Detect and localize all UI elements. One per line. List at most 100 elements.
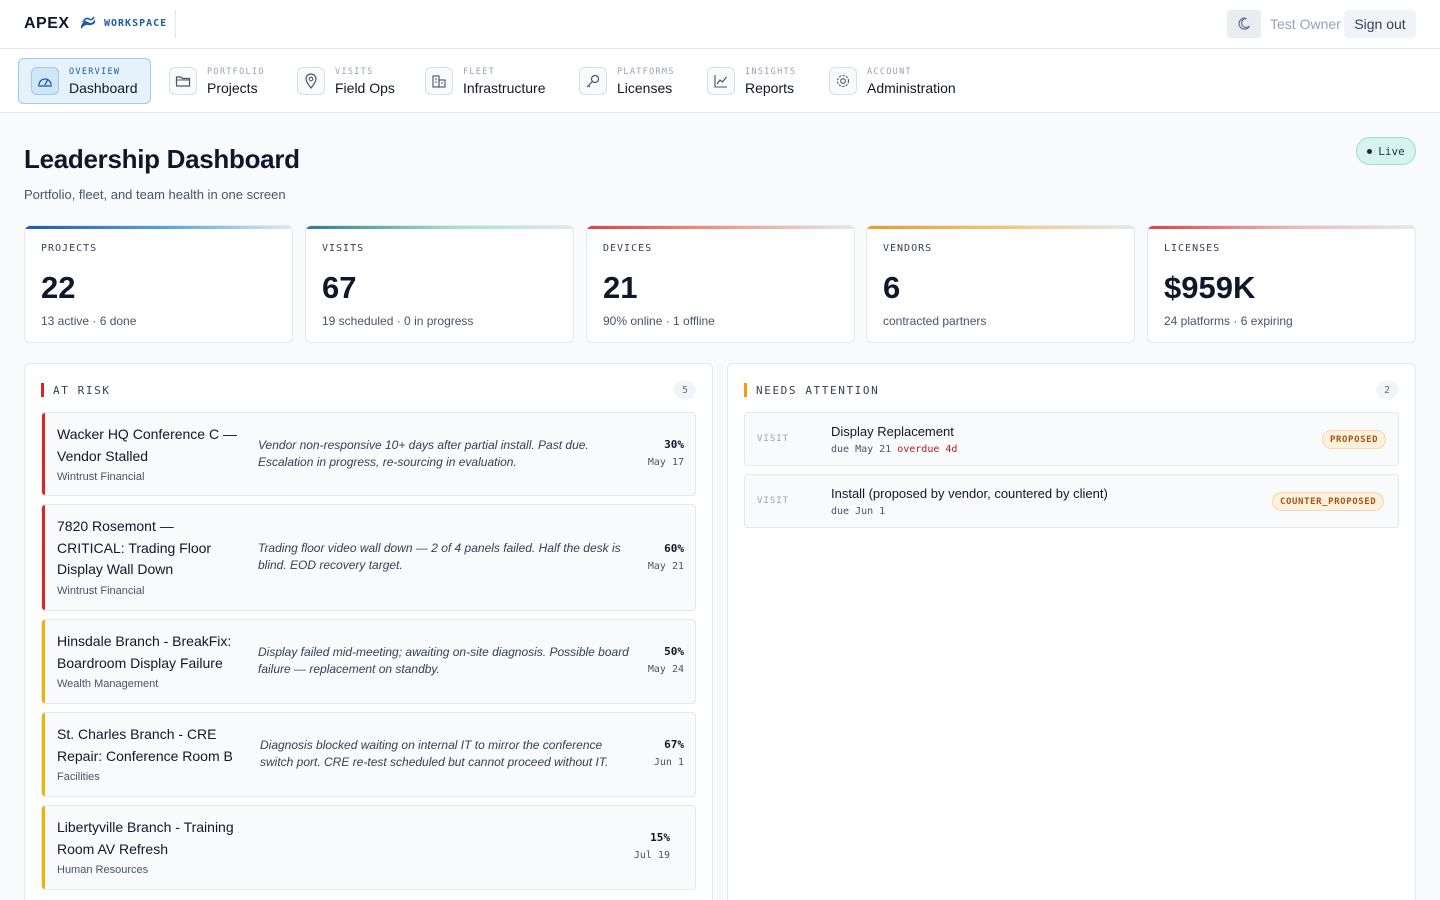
nav-item-dashboard[interactable]: OVERVIEW Dashboard: [18, 58, 151, 104]
risk-org: Facilities: [57, 771, 100, 783]
risk-org: Human Resources: [57, 864, 149, 876]
theme-toggle-button[interactable]: [1227, 10, 1261, 38]
risk-progress: 50%: [664, 645, 684, 658]
attention-kind: VISIT: [757, 434, 790, 444]
stat-label: VENDORS: [883, 243, 933, 254]
nav-item-field-ops[interactable]: VISITS Field Ops: [285, 58, 407, 104]
risk-org: Wealth Management: [57, 678, 159, 690]
nav-item-licenses[interactable]: PLATFORMS Licenses: [567, 58, 687, 104]
risk-title: St. Charles Branch - CRE Repair: Confere…: [57, 726, 233, 764]
live-status-badge: Live: [1356, 137, 1416, 165]
risk-item[interactable]: St. Charles Branch - CRE Repair: Confere…: [41, 712, 696, 797]
risk-note: Vendor non-responsive 10+ days after par…: [258, 438, 589, 469]
sign-out-button[interactable]: Sign out: [1344, 10, 1416, 38]
risk-date: May 21: [647, 561, 684, 572]
stat-card-vendors[interactable]: VENDORS 6 contracted partners: [866, 225, 1135, 343]
stat-card-licenses[interactable]: LICENSES $959K 24 platforms · 6 expiring: [1147, 225, 1416, 343]
risk-item[interactable]: Libertyville Branch - Training Room AV R…: [41, 805, 696, 890]
attention-title: Install (proposed by vendor, countered b…: [831, 486, 1108, 501]
risk-progress: 60%: [664, 542, 684, 555]
nav-item-administration[interactable]: ACCOUNT Administration: [817, 58, 968, 104]
risk-accent-bar: [42, 620, 45, 703]
risk-title: 7820 Rosemont — CRITICAL: Trading Floor …: [57, 518, 212, 577]
risk-org: Wintrust Financial: [57, 585, 145, 597]
stat-accent-bar: [867, 226, 1134, 229]
risk-title: Hinsdale Branch - BreakFix: Boardroom Di…: [57, 633, 232, 671]
gauge-icon: [31, 67, 59, 95]
stat-accent-bar: [1148, 226, 1415, 229]
brand-name[interactable]: APEX: [24, 15, 70, 32]
needs-attention-panel: NEEDS ATTENTION 2 VISIT Display Replacem…: [727, 363, 1416, 900]
at-risk-panel: AT RISK 5 Wacker HQ Conference C — Vendo…: [24, 363, 713, 900]
stat-card-visits[interactable]: VISITS 67 19 scheduled · 0 in progress: [305, 225, 574, 343]
stat-value: 6: [883, 270, 901, 305]
nav-label: Field Ops: [335, 79, 395, 96]
risk-accent-bar: [42, 713, 45, 796]
risk-note: Trading floor video wall down — 2 of 4 p…: [258, 541, 621, 572]
nav-label: Administration: [867, 79, 956, 96]
attention-item[interactable]: VISIT Install (proposed by vendor, count…: [744, 474, 1399, 528]
status-badge: PROPOSED: [1322, 430, 1387, 449]
risk-accent-bar: [42, 413, 45, 495]
nav-label: Reports: [745, 79, 795, 96]
stat-label: VISITS: [322, 243, 365, 254]
nav-label: Dashboard: [69, 79, 138, 96]
panel-count-badge: 2: [1376, 381, 1398, 399]
folder-icon: [169, 67, 197, 95]
stat-accent-bar: [306, 226, 573, 229]
attention-item[interactable]: VISIT Display Replacement due May 21 over…: [744, 412, 1399, 466]
stat-card-devices[interactable]: DEVICES 21 90% online · 1 offline: [586, 225, 855, 343]
map-pin-icon: [297, 67, 325, 95]
risk-item[interactable]: Wacker HQ Conference C — Vendor Stalled …: [41, 412, 696, 496]
nav-label: Licenses: [617, 79, 673, 96]
wave-logo-icon: [81, 16, 95, 29]
stat-value: 67: [322, 270, 357, 305]
stat-subtext: 24 platforms · 6 expiring: [1164, 314, 1293, 328]
attention-due: due Jun 1: [831, 506, 886, 517]
nav-label: Infrastructure: [463, 79, 546, 96]
live-label: Live: [1378, 144, 1405, 158]
live-dot-icon: [1367, 148, 1373, 154]
stat-value: 21: [603, 270, 638, 305]
stat-label: DEVICES: [603, 243, 653, 254]
main-nav: OVERVIEW Dashboard PORTFOLIO Projects VISI…: [0, 49, 1440, 113]
panel-title: NEEDS ATTENTION: [756, 383, 880, 397]
brand-divider: [175, 10, 176, 38]
gear-icon: [829, 67, 857, 95]
nav-kicker: PORTFOLIO: [207, 66, 265, 77]
stat-card-projects[interactable]: PROJECTS 22 13 active · 6 done: [24, 225, 293, 343]
brand-subtitle: WORKSPACE: [104, 18, 168, 29]
page-subtitle: Portfolio, fleet, and team health in one…: [24, 187, 286, 202]
risk-item[interactable]: 7820 Rosemont — CRITICAL: Trading Floor …: [41, 504, 696, 611]
risk-date: May 17: [647, 457, 684, 468]
nav-item-projects[interactable]: PORTFOLIO Projects: [157, 58, 277, 104]
risk-date: Jun 1: [653, 757, 684, 768]
panel-accent-bar: [744, 383, 747, 397]
risk-note: Diagnosis blocked waiting on internal IT…: [260, 738, 609, 769]
risk-org: Wintrust Financial: [57, 471, 145, 483]
moon-icon: [1238, 17, 1251, 30]
panel-title: AT RISK: [53, 383, 111, 397]
attention-overdue: overdue 4d: [897, 444, 958, 455]
risk-title: Wacker HQ Conference C — Vendor Stalled: [57, 426, 237, 464]
risk-item[interactable]: Hinsdale Branch - BreakFix: Boardroom Di…: [41, 619, 696, 704]
stat-value: 22: [41, 270, 76, 305]
panel-accent-bar: [41, 383, 44, 397]
stat-label: LICENSES: [1164, 243, 1221, 254]
risk-note: Display failed mid-meeting; awaiting on-…: [258, 645, 629, 676]
risk-title: Libertyville Branch - Training Room AV R…: [57, 819, 234, 857]
stat-value: $959K: [1164, 270, 1256, 305]
nav-item-reports[interactable]: INSIGHTS Reports: [695, 58, 808, 104]
attention-meta: due Jun 1: [831, 506, 885, 517]
stat-subtext: 90% online · 1 offline: [603, 314, 715, 328]
panel-header: AT RISK: [41, 382, 111, 398]
page-title: Leadership Dashboard: [24, 144, 300, 174]
stat-accent-bar: [587, 226, 854, 229]
nav-item-infrastructure[interactable]: FLEET Infrastructure: [413, 58, 557, 104]
status-badge: COUNTER_PROPOSED: [1272, 492, 1385, 511]
attention-title: Display Replacement: [831, 424, 954, 439]
risk-accent-bar: [42, 505, 45, 610]
nav-label: Projects: [207, 79, 258, 96]
panel-header: NEEDS ATTENTION: [744, 382, 879, 398]
risk-date: Jul 19: [633, 850, 670, 861]
